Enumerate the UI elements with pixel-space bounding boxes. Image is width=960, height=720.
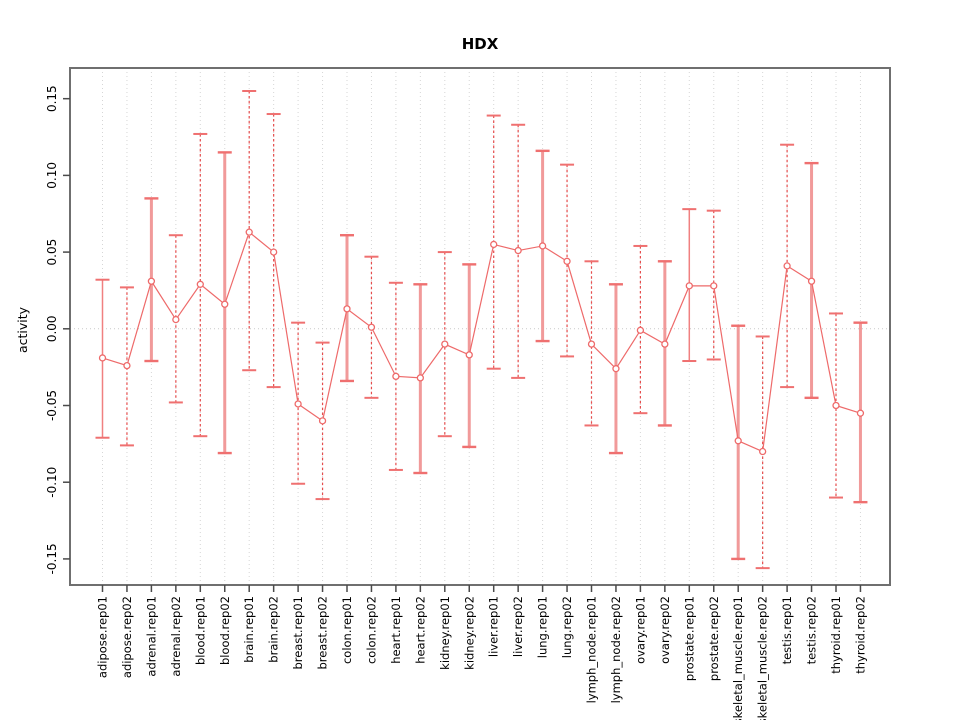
x-tick-label: lung.rep02 <box>560 596 574 658</box>
x-tick-label: blood.rep01 <box>193 596 207 665</box>
x-tick-label: lymph_node.rep02 <box>609 596 623 703</box>
data-point-marker <box>392 372 400 381</box>
x-tick-label: brain.rep02 <box>267 596 281 663</box>
x-tick-label: skeletal_muscle.rep01 <box>731 596 745 720</box>
x-tick-label: thyroid.rep02 <box>853 596 867 674</box>
errorbar <box>168 234 183 404</box>
x-tick-label: blood.rep02 <box>218 596 232 665</box>
data-point-marker <box>661 340 669 348</box>
grid <box>70 68 890 585</box>
x-tick-label: heart.rep01 <box>389 596 403 664</box>
data-point-markers <box>98 228 865 456</box>
series-line <box>102 231 861 453</box>
data-point-marker <box>147 277 156 285</box>
x-tick-label: colon.rep01 <box>340 596 354 664</box>
data-point-marker <box>294 400 302 408</box>
x-axis: adipose.rep01 adipose.rep02 adrenal.rep01 a… <box>96 585 867 720</box>
data-point-marker <box>98 354 107 362</box>
data-point-marker <box>832 401 840 410</box>
y-tick-label: -0.05 <box>45 390 59 421</box>
x-tick-label: adipose.rep02 <box>120 596 134 678</box>
errorbar <box>633 244 648 415</box>
error-bars <box>95 90 868 570</box>
x-tick-label: kidney.rep02 <box>462 596 476 670</box>
data-point-marker <box>269 248 278 256</box>
errorbar <box>315 341 330 501</box>
data-point-marker <box>514 246 522 255</box>
x-tick-label: kidney.rep01 <box>438 596 452 670</box>
y-tick-label: 0.05 <box>45 239 59 266</box>
data-point-marker <box>563 257 571 265</box>
data-point-marker <box>612 365 620 373</box>
x-tick-label: adrenal.rep01 <box>144 596 158 677</box>
x-tick-label: testis.rep02 <box>805 596 819 664</box>
data-point-marker <box>783 262 791 270</box>
x-tick-label: liver.rep02 <box>511 596 525 657</box>
data-point-marker <box>172 315 180 324</box>
x-tick-label: brain.rep01 <box>242 596 256 663</box>
data-point-marker <box>490 240 498 249</box>
x-tick-label: skeletal_muscle.rep02 <box>756 596 770 720</box>
errorbar <box>242 90 257 372</box>
data-point-marker <box>538 242 547 250</box>
data-point-marker <box>343 305 351 313</box>
errorbar <box>119 286 134 447</box>
errorbar <box>706 209 721 361</box>
x-tick-label: testis.rep01 <box>780 596 794 664</box>
chart-title: HDX <box>462 35 499 53</box>
data-point-marker <box>856 409 865 417</box>
data-point-marker <box>710 282 718 290</box>
x-tick-label: adipose.rep01 <box>96 596 110 678</box>
data-point-marker <box>367 323 376 331</box>
data-point-marker <box>685 282 693 290</box>
data-point-marker <box>441 340 449 348</box>
x-tick-label: ovary.rep01 <box>633 596 647 664</box>
x-tick-label: lymph_node.rep01 <box>585 596 599 703</box>
data-point-marker <box>465 351 473 359</box>
data-point-marker <box>807 277 816 285</box>
x-tick-label: heart.rep02 <box>413 596 427 664</box>
y-tick-label: -0.15 <box>45 543 59 574</box>
y-tick-label: -0.10 <box>45 467 59 498</box>
data-point-marker <box>734 437 742 445</box>
data-point-marker <box>196 280 204 288</box>
series-polyline <box>102 231 861 453</box>
x-tick-label: breast.rep02 <box>316 596 330 670</box>
y-tick-label: 0.00 <box>45 315 59 342</box>
data-point-marker <box>587 340 596 348</box>
data-point-marker <box>416 374 425 382</box>
x-tick-label: adrenal.rep02 <box>169 596 183 677</box>
x-tick-label: breast.rep01 <box>291 596 305 670</box>
data-point-marker <box>245 228 253 236</box>
y-axis-title: activity <box>15 306 30 353</box>
x-tick-label: colon.rep02 <box>364 596 378 664</box>
x-tick-label: liver.rep01 <box>487 596 501 657</box>
errorbar <box>388 281 403 471</box>
y-tick-label: 0.15 <box>45 85 59 112</box>
y-tick-label: 0.10 <box>45 162 59 189</box>
x-tick-label: lung.rep01 <box>536 596 550 658</box>
x-tick-label: prostate.rep01 <box>682 596 696 681</box>
data-point-marker <box>318 417 327 425</box>
plot-border <box>69 67 891 586</box>
data-point-marker <box>221 300 229 308</box>
y-axis: 0.15 0.10 0.05 0.00 -0.05 -0.10 -0.15 <box>45 85 70 574</box>
x-tick-label: ovary.rep02 <box>658 596 672 664</box>
x-tick-label: thyroid.rep01 <box>829 596 843 674</box>
data-point-marker <box>123 361 131 370</box>
data-point-marker <box>759 447 767 456</box>
data-point-marker <box>636 326 645 334</box>
x-tick-label: prostate.rep02 <box>707 596 721 681</box>
